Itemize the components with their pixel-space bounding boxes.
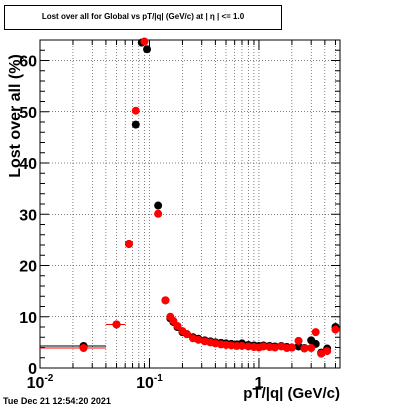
y-tick-label: 10 [19,310,37,327]
x-tick-label: 1 [254,375,263,392]
x-tick-label: 10-1 [136,373,163,392]
data-point [259,342,268,351]
data-point [287,343,296,352]
data-point [182,330,191,339]
y-tick-label: 40 [19,156,37,173]
data-point [124,239,133,248]
y-tick-label: 0 [28,361,37,378]
data-point [323,347,332,356]
data-markers [40,37,340,358]
data-point [317,349,326,358]
chart-title: Lost over all for Global vs pT/|q| (GeV/… [41,12,245,21]
chart-title-box: Lost over all for Global vs pT/|q| (GeV/… [4,5,282,30]
data-point [311,328,320,337]
y-tick-label: 30 [19,207,37,224]
data-point [131,120,140,129]
x-tick-label: 10-2 [27,373,54,392]
data-point [112,320,121,329]
y-tick-label: 60 [19,54,37,71]
grid [40,40,340,368]
data-point [270,343,279,352]
data-point [154,201,163,210]
data-point [154,209,163,218]
data-point [331,325,340,334]
data-point [140,37,149,46]
data-point [161,296,170,305]
data-point [300,344,309,353]
y-axis-label: Lost over all (%) [7,54,24,178]
x-axis-label: pT/|q| (GeV/c) [243,385,340,402]
data-point [294,336,303,345]
y-tick-label: 50 [19,105,37,122]
data-point [131,106,140,115]
data-point [237,341,246,350]
data-point [307,344,316,353]
x-tick-exponent: -1 [154,373,163,384]
data-point [79,344,88,353]
x-tick-exponent: -2 [44,373,53,384]
timestamp: Tue Dec 21 12:54:20 2021 [3,396,111,406]
plot-frame [39,39,341,369]
data-point [194,335,203,344]
data-point [143,45,152,54]
data-point [173,321,182,330]
y-tick-label: 20 [19,259,37,276]
